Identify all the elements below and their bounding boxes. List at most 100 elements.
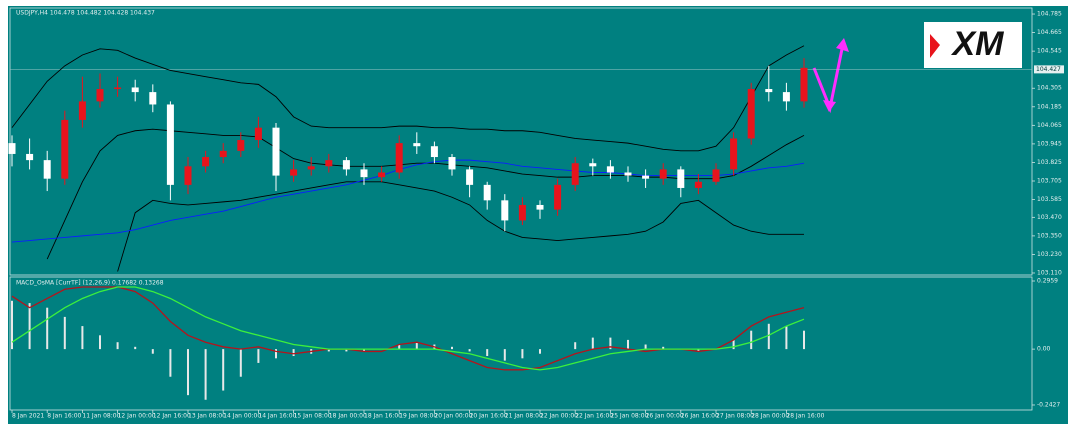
x-tick-label: 20 Jan 16:00 — [470, 413, 508, 420]
histogram-bar — [521, 349, 524, 359]
candle-body — [378, 172, 386, 178]
chart-background — [8, 6, 1068, 424]
y-tick-label: 103.350 — [1037, 232, 1062, 239]
y-tick-label: 103.230 — [1037, 251, 1062, 258]
x-tick-label: 12 Jan 16:00 — [153, 413, 191, 420]
candle-body — [131, 87, 139, 93]
histogram-bar — [169, 349, 172, 377]
logo: XM — [924, 22, 1022, 68]
y-tick-label: 103.825 — [1037, 159, 1062, 166]
x-tick-label: 14 Jan 00:00 — [223, 413, 261, 420]
x-tick-label: 22 Jan 16:00 — [575, 413, 613, 420]
histogram-bar — [415, 342, 418, 350]
y-tick-label: 104.785 — [1037, 11, 1062, 18]
x-tick-label: 8 Jan 2021 — [12, 413, 44, 420]
x-tick-label: 28 Jan 00:00 — [751, 413, 789, 420]
candle-body — [78, 101, 86, 120]
histogram-bar — [151, 349, 154, 354]
indicator-line — [117, 181, 804, 272]
histogram-bar — [486, 349, 489, 357]
candle-body — [149, 92, 157, 105]
candle-body — [606, 166, 614, 173]
histogram-bar — [257, 349, 260, 363]
candle-body — [659, 169, 667, 179]
candle-body — [43, 160, 51, 179]
candle-body — [765, 89, 773, 93]
histogram-bar — [644, 344, 647, 350]
y-tick-label: 0.2959 — [1037, 278, 1058, 285]
candle-body — [272, 127, 280, 176]
histogram-bar — [11, 300, 13, 350]
candle-body — [219, 150, 227, 158]
candle-body — [501, 200, 509, 221]
candle-body — [26, 153, 34, 161]
y-tick-label: 104.065 — [1037, 122, 1062, 129]
candle-body — [360, 169, 368, 178]
histogram-bar — [697, 349, 700, 352]
histogram-bar — [591, 337, 594, 350]
candle-body — [712, 169, 720, 182]
forecast-arrows — [812, 38, 849, 114]
histogram-bar — [345, 349, 348, 352]
candle-body — [782, 92, 790, 102]
histogram-bar — [803, 330, 805, 350]
candle-body — [430, 146, 438, 158]
candle-body — [800, 67, 808, 102]
x-tick-label: 12 Jan 00:00 — [118, 413, 156, 420]
x-tick-label: 14 Jan 16:00 — [258, 413, 296, 420]
histogram-bar — [539, 349, 541, 354]
candle-body — [730, 138, 738, 170]
histogram-bar — [609, 337, 612, 350]
candle-body — [536, 204, 544, 210]
candle-body — [413, 143, 421, 147]
y-tick-label: 103.110 — [1037, 269, 1062, 276]
histogram-bar — [767, 323, 770, 350]
histogram-bar — [398, 344, 401, 350]
x-tick-label: 22 Jan 00:00 — [540, 413, 578, 420]
histogram-bar — [28, 303, 31, 350]
histogram-bar — [363, 349, 365, 352]
histogram-bar — [239, 349, 242, 377]
candle-body — [694, 181, 702, 188]
candle-body — [8, 143, 16, 154]
arrow-up-head — [836, 38, 849, 52]
histogram-bar — [81, 326, 84, 350]
x-tick-label: 27 Jan 08:00 — [716, 413, 754, 420]
candle-body — [466, 169, 474, 185]
x-tick-label: 21 Jan 08:00 — [505, 413, 543, 420]
histogram-bar — [46, 307, 49, 350]
candle-body — [571, 163, 579, 185]
y-tick-label: 0.00 — [1037, 346, 1051, 353]
candle-body — [325, 160, 333, 167]
y-tick-label: 104.545 — [1037, 48, 1062, 55]
candle-body — [114, 87, 122, 90]
indicator-line — [11, 286, 805, 371]
histogram-bar — [63, 316, 66, 350]
histogram-bar — [451, 346, 453, 350]
candle-body — [642, 175, 650, 179]
histogram-bar — [116, 342, 119, 350]
histogram-bar — [732, 339, 735, 350]
price-tag-label: 104.427 — [1036, 66, 1061, 73]
candle-body — [290, 169, 298, 176]
candle-body — [483, 184, 491, 201]
x-tick-label: 8 Jan 16:00 — [47, 413, 81, 420]
candle-body — [554, 184, 562, 210]
logo-box — [924, 22, 1022, 68]
indicator-line — [11, 159, 805, 243]
x-tick-label: 18 Jan 16:00 — [364, 413, 402, 420]
y-tick-label: 103.585 — [1037, 196, 1062, 203]
y-tick-label: 103.470 — [1037, 214, 1062, 221]
candle-body — [448, 157, 456, 170]
candle-body — [61, 119, 69, 179]
y-tick-label: 104.305 — [1037, 85, 1062, 92]
candle-body — [747, 89, 755, 139]
candle-body — [589, 163, 597, 167]
x-tick-label: 11 Jan 08:00 — [82, 413, 120, 420]
y-tick-label: -0.2427 — [1037, 401, 1060, 408]
candle-body — [307, 166, 315, 170]
histogram-bar — [275, 349, 277, 359]
histogram-bar — [134, 346, 137, 350]
arrow-down-head — [823, 100, 836, 112]
